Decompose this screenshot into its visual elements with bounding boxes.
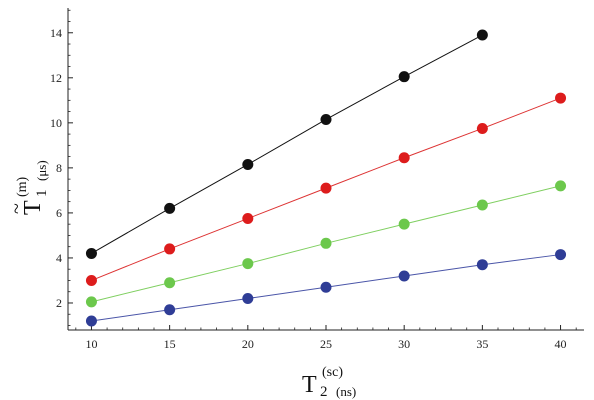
y-tick-label: 8 — [56, 161, 62, 175]
y-axis-symbol: T — [20, 200, 46, 215]
y-axis-accent: ~ — [6, 203, 28, 214]
x-ticks: 10 15 20 25 30 35 40 — [75, 325, 577, 351]
data-point — [85, 296, 97, 308]
data-point — [85, 274, 97, 286]
data-point — [320, 281, 332, 293]
data-point — [85, 315, 97, 327]
series-2 — [85, 180, 567, 308]
data-point — [555, 92, 567, 104]
series-layer — [85, 29, 567, 327]
x-tick-label: 10 — [85, 337, 97, 351]
series-line — [91, 34, 483, 254]
data-point — [164, 243, 176, 255]
data-point — [242, 158, 254, 170]
x-tick-label: 20 — [242, 337, 254, 351]
data-point — [320, 237, 332, 249]
data-point — [320, 182, 332, 194]
x-tick-label: 35 — [476, 337, 488, 351]
y-tick-label: 10 — [50, 116, 62, 130]
y-tick-label: 14 — [50, 26, 62, 40]
y-tick-label: 6 — [56, 206, 62, 220]
x-axis-unit: (ns) — [336, 384, 356, 399]
data-point — [476, 29, 488, 41]
y-axis-label: T ~ (m) 1 (μs) — [6, 160, 50, 215]
x-axis-subscript: 2 — [320, 384, 328, 400]
y-axis-superscript: (m) — [15, 176, 30, 197]
series-3 — [85, 249, 567, 327]
data-point — [85, 247, 97, 259]
data-point — [164, 304, 176, 316]
data-point — [555, 249, 567, 261]
data-point — [398, 218, 410, 230]
data-point — [242, 258, 254, 270]
y-axis-unit: (μs) — [34, 160, 49, 181]
series-0 — [85, 29, 488, 259]
x-tick-label: 15 — [164, 337, 176, 351]
data-point — [476, 199, 488, 211]
y-tick-label: 12 — [50, 71, 62, 85]
data-point — [476, 259, 488, 271]
data-point — [398, 152, 410, 164]
y-ticks: 2 4 6 8 10 12 14 — [50, 9, 73, 326]
y-axis-subscript: 1 — [34, 190, 50, 198]
data-point — [164, 202, 176, 214]
x-axis-label: T (sc) 2 (ns) — [302, 365, 356, 400]
data-point — [320, 113, 332, 125]
data-point — [242, 213, 254, 225]
data-point — [398, 71, 410, 83]
y-tick-label: 2 — [56, 296, 62, 310]
plot-area: 10 15 20 25 30 35 40 2 4 6 8 10 12 14 — [50, 8, 584, 351]
x-tick-label: 25 — [320, 337, 332, 351]
y-tick-label: 4 — [56, 251, 62, 265]
data-point — [242, 292, 254, 304]
data-point — [398, 270, 410, 282]
data-point — [164, 277, 176, 289]
x-tick-label: 40 — [555, 337, 567, 351]
x-axis-superscript: (sc) — [322, 365, 343, 380]
x-tick-label: 30 — [398, 337, 410, 351]
series-1 — [85, 92, 567, 286]
data-point — [476, 122, 488, 134]
data-point — [555, 180, 567, 192]
x-axis-symbol: T — [302, 372, 317, 398]
